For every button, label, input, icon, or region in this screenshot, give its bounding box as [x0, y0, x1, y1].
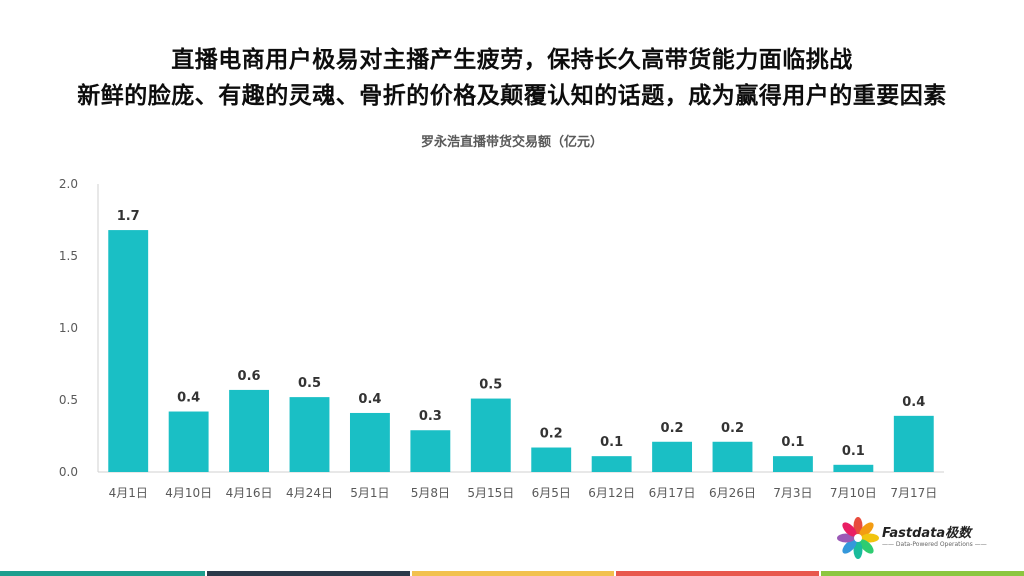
- bar: [833, 464, 874, 472]
- x-tick-label: 6月17日: [649, 486, 696, 500]
- x-tick-label: 6月12日: [588, 486, 635, 500]
- footer-bar-segment: [0, 571, 205, 576]
- data-label: 0.2: [661, 421, 684, 436]
- footer-bar-segment: [821, 571, 1024, 576]
- footer-bar-segment: [616, 571, 820, 576]
- x-tick-label: 4月16日: [226, 486, 273, 500]
- bar: [349, 412, 390, 472]
- data-label: 0.2: [721, 421, 744, 436]
- y-tick-label: 1.0: [59, 321, 78, 335]
- data-label: 0.1: [781, 435, 804, 450]
- logo: Fastdata极数 —— Data-Powered Operations ——: [836, 514, 987, 562]
- data-label: 1.7: [117, 209, 140, 224]
- data-label: 0.3: [419, 409, 442, 424]
- x-tick-label: 6月26日: [709, 486, 756, 500]
- headline-line-2: 新鲜的脸庞、有趣的灵魂、骨折的价格及颠覆认知的话题，成为赢得用户的重要因素: [77, 83, 947, 109]
- data-label: 0.2: [540, 427, 563, 442]
- x-tick-label: 5月8日: [411, 486, 450, 500]
- data-label: 0.4: [902, 395, 925, 410]
- data-label: 0.5: [479, 378, 502, 393]
- x-tick-label: 7月17日: [890, 486, 937, 500]
- bar: [893, 415, 934, 472]
- x-tick-label: 4月10日: [165, 486, 212, 500]
- chart-title: 罗永浩直播带货交易额（亿元）: [420, 135, 603, 150]
- bar: [289, 397, 330, 472]
- y-tick-label: 0.0: [59, 465, 78, 479]
- flower-logo-icon: [837, 517, 879, 559]
- footer-bar-segment: [411, 571, 615, 576]
- data-label: 0.4: [358, 392, 381, 407]
- x-tick-label: 7月10日: [830, 486, 877, 500]
- y-tick-label: 2.0: [59, 177, 78, 191]
- x-tick-label: 6月5日: [532, 486, 571, 500]
- x-tick-label: 5月15日: [467, 486, 514, 500]
- headline-line-1: 直播电商用户极易对主播产生疲劳，保持长久高带货能力面临挑战: [171, 47, 853, 73]
- data-label: 0.1: [600, 435, 623, 450]
- data-label: 0.5: [298, 376, 321, 391]
- bar: [591, 456, 632, 472]
- x-tick-label: 4月1日: [109, 486, 148, 500]
- bar: [168, 411, 209, 472]
- bar: [772, 456, 813, 472]
- bar: [470, 398, 511, 472]
- data-label: 0.6: [238, 369, 261, 384]
- data-label: 0.4: [177, 391, 200, 406]
- logo-name: Fastdata极数: [882, 526, 972, 541]
- data-label: 0.1: [842, 444, 865, 459]
- bar: [229, 389, 270, 472]
- x-tick-label: 5月1日: [350, 486, 389, 500]
- footer-bar-segment: [206, 571, 410, 576]
- y-tick-label: 1.5: [59, 249, 78, 263]
- x-tick-label: 4月24日: [286, 486, 333, 500]
- x-tick-label: 7月3日: [773, 486, 812, 500]
- y-tick-label: 0.5: [59, 393, 78, 407]
- bar: [712, 441, 753, 472]
- bar: [108, 230, 149, 472]
- bar: [652, 441, 693, 472]
- logo-tagline: —— Data-Powered Operations ——: [882, 541, 987, 548]
- bar: [531, 447, 572, 472]
- bar: [410, 430, 451, 472]
